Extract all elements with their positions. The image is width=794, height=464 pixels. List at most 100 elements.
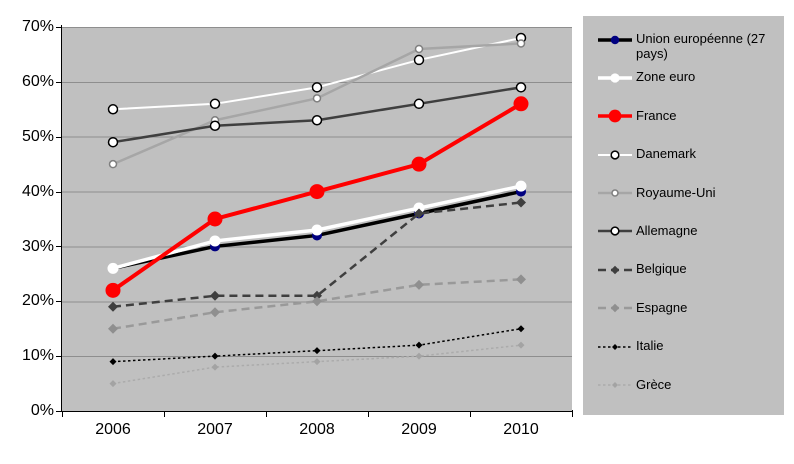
data-point-marker	[313, 347, 321, 355]
data-point-marker	[211, 363, 219, 371]
data-point-marker	[107, 262, 119, 274]
data-point-marker	[414, 208, 424, 219]
data-point-marker	[311, 224, 323, 236]
legend-key-icon	[598, 226, 632, 237]
data-point-marker	[107, 136, 119, 148]
data-point-marker	[312, 290, 322, 301]
y-axis-label: 20%	[21, 292, 54, 310]
data-point-marker	[109, 358, 117, 366]
data-point-marker	[608, 109, 622, 123]
y-axis-tick	[56, 356, 61, 358]
data-point-marker	[108, 323, 118, 334]
legend-key-icon	[598, 35, 632, 44]
legend-key-icon	[598, 265, 632, 275]
data-point-marker	[517, 341, 525, 349]
data-point-marker	[610, 35, 620, 44]
data-point-marker	[515, 180, 527, 192]
legend-label: France	[636, 107, 677, 123]
data-point-marker	[311, 82, 323, 93]
data-point-marker	[211, 352, 219, 360]
data-point-marker	[610, 226, 620, 237]
series-line-4	[112, 42, 522, 166]
y-axis-tick	[56, 301, 61, 303]
y-axis-line	[61, 25, 62, 411]
data-point-marker	[210, 290, 220, 301]
data-point-marker	[516, 274, 526, 285]
x-axis-label: 2007	[197, 421, 233, 438]
legend-label: Espagne	[636, 299, 688, 315]
legend-label: Zone euro	[636, 69, 696, 85]
series-line-8	[112, 327, 522, 363]
x-axis-tick	[62, 412, 63, 417]
data-point-marker	[312, 94, 322, 103]
legend-label: Grèce	[636, 376, 672, 392]
y-axis-label: 40%	[21, 182, 54, 200]
series-line-6	[112, 201, 522, 309]
data-point-marker	[516, 39, 526, 48]
data-point-marker	[209, 98, 221, 110]
legend-item-1: Zone euro	[597, 69, 780, 107]
y-axis-label: 60%	[21, 73, 54, 90]
data-point-marker	[513, 96, 529, 112]
data-point-marker	[312, 296, 322, 307]
data-point-marker	[207, 211, 223, 227]
data-point-marker	[610, 150, 620, 160]
y-axis-label: 0%	[30, 402, 54, 419]
legend-item-6: Belgique	[597, 261, 780, 299]
y-axis-label: 70%	[21, 18, 54, 36]
y-axis-label: 50%	[21, 127, 54, 145]
data-point-marker	[611, 189, 619, 197]
y-axis-tick	[56, 81, 61, 83]
data-point-marker	[413, 202, 425, 214]
y-axis-tick	[56, 27, 61, 28]
data-point-marker	[415, 341, 423, 349]
legend-key-icon	[598, 303, 632, 313]
x-axis-tick	[368, 412, 369, 417]
data-point-marker	[309, 184, 325, 200]
plot-area	[62, 27, 572, 411]
y-axis-tick	[56, 136, 61, 138]
data-point-marker	[411, 156, 427, 172]
data-point-marker	[610, 303, 620, 313]
x-axis-tick	[470, 412, 471, 417]
data-point-marker	[209, 120, 221, 131]
legend-label: Danemark	[636, 146, 696, 162]
data-point-marker	[414, 44, 424, 54]
data-point-marker	[313, 358, 321, 366]
data-point-marker	[517, 325, 525, 333]
legend-key-icon	[598, 343, 632, 350]
legend-key-icon	[598, 73, 632, 83]
data-point-marker	[610, 73, 620, 83]
y-axis-label: 10%	[21, 347, 54, 365]
legend-key-icon	[598, 109, 632, 123]
series-line-7	[112, 278, 522, 330]
y-axis-label: 30%	[21, 237, 54, 255]
data-point-marker	[610, 265, 620, 275]
legend-item-5: Allemagne	[597, 223, 780, 261]
plot-svg	[62, 27, 572, 388]
data-point-marker	[108, 301, 118, 312]
data-point-marker	[516, 197, 526, 208]
x-axis-label: 2006	[95, 421, 131, 438]
legend: Union européenne (27 pays) Zone euro Franc…	[583, 16, 784, 415]
legend-item-3: Danemark	[597, 146, 780, 184]
legend-item-8: Italie	[597, 338, 780, 376]
legend-item-0: Union européenne (27 pays)	[597, 31, 780, 69]
y-axis-tick	[56, 411, 61, 412]
legend-key-icon	[598, 382, 632, 388]
legend-label: Belgique	[636, 261, 687, 277]
x-axis-label: 2010	[503, 421, 539, 438]
data-point-marker	[515, 82, 527, 93]
data-point-marker	[413, 98, 425, 110]
data-point-marker	[209, 235, 221, 247]
x-axis-line	[61, 410, 573, 412]
data-point-marker	[105, 282, 121, 298]
data-point-marker	[109, 380, 117, 388]
x-axis-tick	[572, 412, 573, 417]
legend-item-2: France	[597, 108, 780, 146]
legend-key-icon	[598, 189, 632, 197]
y-axis-tick	[56, 191, 61, 193]
legend-label: Royaume-Uni	[636, 184, 716, 200]
legend-item-9: Grèce	[597, 377, 780, 415]
